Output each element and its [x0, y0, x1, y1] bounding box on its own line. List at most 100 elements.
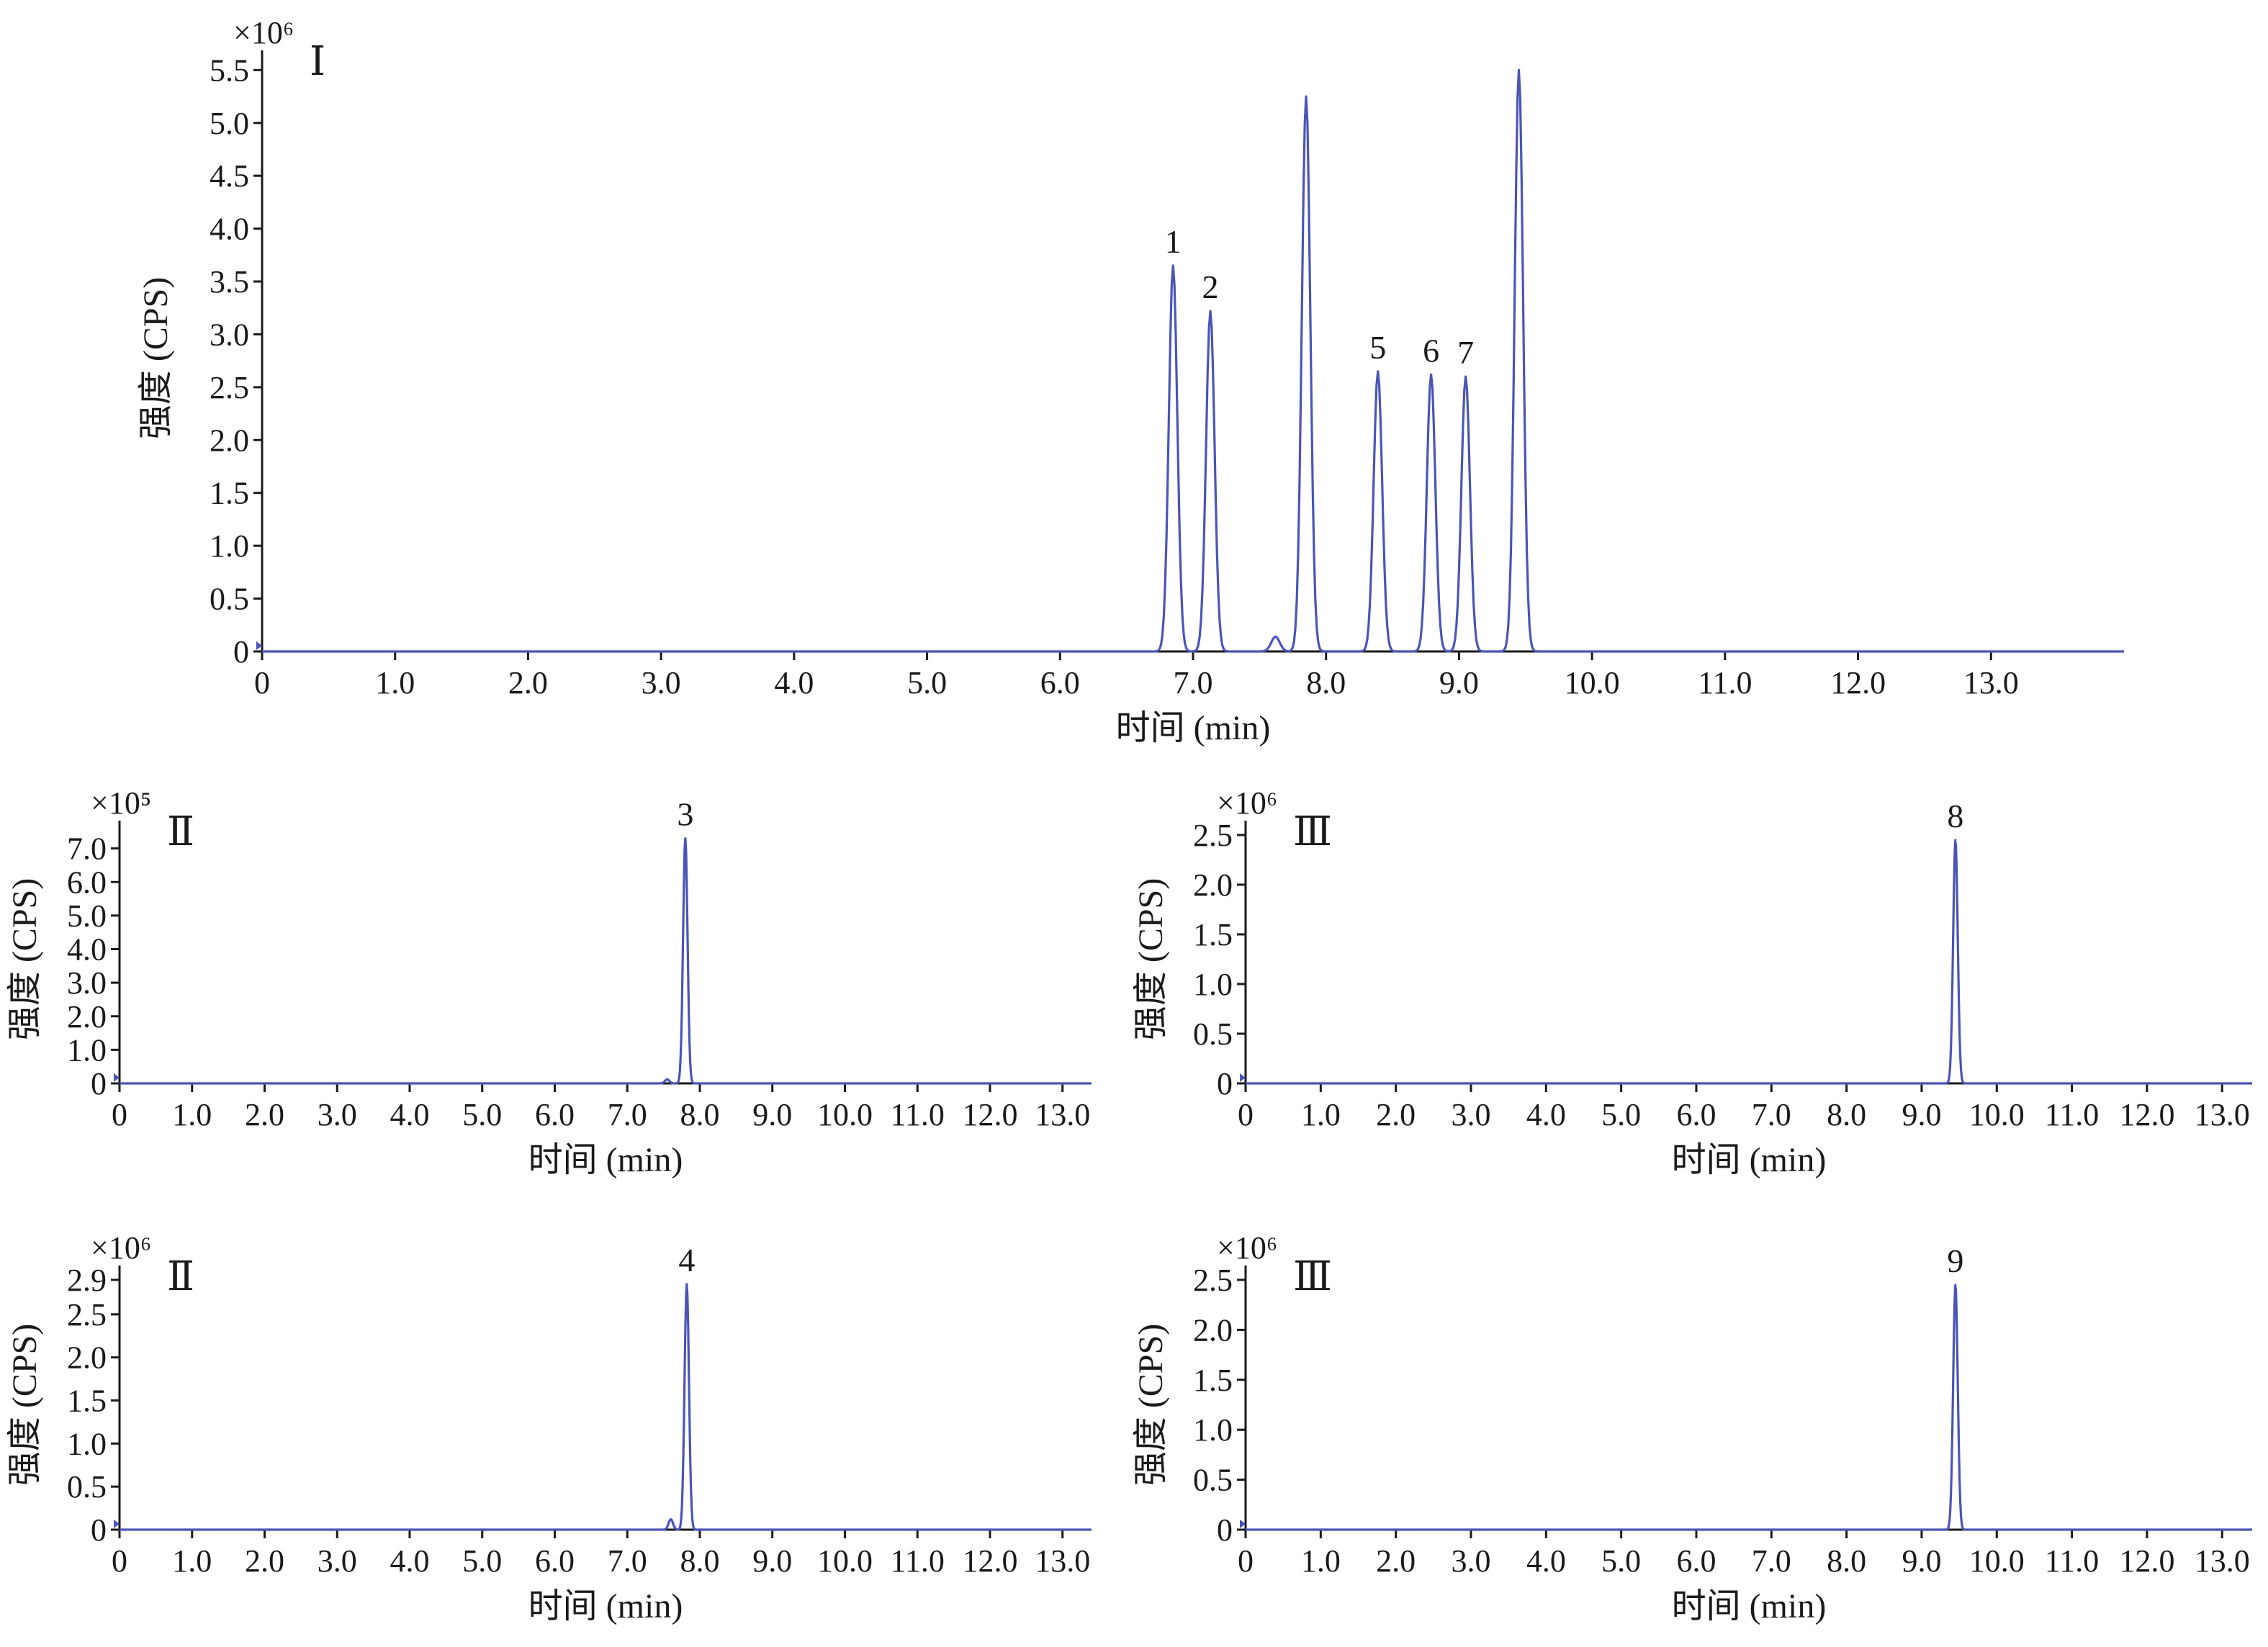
peak-label: 1	[1165, 223, 1182, 260]
x-tick-label: 5.0	[462, 1097, 502, 1132]
y-tick-label: 2.5	[210, 370, 249, 405]
x-tick-label: 2.0	[508, 665, 548, 700]
x-tick-label: 10.0	[817, 1097, 873, 1132]
y-multiplier: ×10⁶	[1217, 1230, 1277, 1265]
x-tick-label: 9.0	[1902, 1543, 1941, 1579]
x-tick-label: 8.0	[1827, 1097, 1866, 1132]
panel-label: Ⅱ	[167, 1255, 194, 1299]
x-tick-label: 6.0	[1676, 1543, 1716, 1579]
y-tick-label: 1.5	[67, 1384, 107, 1419]
x-tick-label: 7.0	[608, 1543, 647, 1579]
x-tick-label: 2.0	[1376, 1097, 1416, 1132]
panel-label: Ⅲ	[1293, 810, 1332, 854]
x-tick-label: 6.0	[1040, 665, 1080, 700]
x-tick-label: 5.0	[1601, 1543, 1641, 1579]
panel-label: Ⅱ	[167, 810, 194, 854]
x-tick-label: 4.0	[390, 1543, 429, 1579]
y-tick-label: 2.5	[67, 1297, 107, 1332]
peak-point	[670, 1518, 672, 1521]
peak-point	[1954, 839, 1957, 841]
x-tick-label: 0	[112, 1097, 127, 1132]
y-tick-label: 0	[233, 634, 249, 669]
y-axis-title: 强度 (CPS)	[1132, 1324, 1170, 1486]
chromatogram-trace	[262, 68, 2124, 653]
y-tick-label: 2.0	[67, 999, 107, 1034]
x-tick-label: 3.0	[1451, 1097, 1490, 1132]
x-tick-label: 10.0	[1969, 1097, 2025, 1132]
y-tick-label: 0.5	[1193, 1016, 1233, 1052]
chart-panel-3: 0 0.5 1.0 1.5 2.0 2.5 0 1.0 2.0 3.0 4.0 5.0 6.0 7.0 8.…	[1132, 785, 2253, 1179]
y-tick-label: 1.0	[1193, 1412, 1233, 1448]
peak-label: 8	[1947, 798, 1963, 834]
y-tick-label: 4.0	[210, 212, 249, 247]
y-tick-label: 0.5	[210, 582, 249, 617]
y-multiplier: ×10⁶	[91, 1230, 151, 1265]
x-tick-label: 1.0	[172, 1543, 212, 1579]
y-tick-label: 5.0	[67, 898, 107, 934]
y-tick-label: 1.0	[67, 1032, 107, 1068]
x-tick-label: 10.0	[1565, 665, 1620, 700]
x-tick-label: 2.0	[245, 1097, 284, 1132]
chart-panel-5: 0 0.5 1.0 1.5 2.0 2.5 0 1.0 2.0 3.0 4.0 5.0 6.0 7.0 8.…	[1132, 1230, 2253, 1625]
y-tick-label: 2.5	[1193, 818, 1233, 853]
y-tick-label: 0	[91, 1066, 107, 1101]
y-tick-label: 2.0	[210, 423, 249, 458]
x-tick-label: 4.0	[1526, 1097, 1566, 1132]
x-tick-label: 12.0	[2119, 1097, 2174, 1132]
y-tick-label: 3.0	[67, 965, 107, 1001]
peak-label: 9	[1947, 1242, 1963, 1279]
x-tick-label: 6.0	[535, 1097, 575, 1132]
x-axis-title: 时间 (min)	[1672, 1587, 1827, 1625]
origin-marker	[1240, 1073, 1246, 1082]
x-tick-label: 5.0	[1601, 1097, 1641, 1132]
x-tick-label: 12.0	[962, 1543, 1017, 1579]
y-tick-label: 2.5	[1193, 1263, 1233, 1298]
origin-marker	[256, 641, 262, 650]
x-tick-label: 10.0	[817, 1543, 873, 1579]
x-tick-label: 6.0	[535, 1543, 575, 1579]
peak-point	[684, 837, 687, 840]
x-tick-label: 13.0	[2195, 1097, 2250, 1132]
x-tick-label: 11.0	[891, 1543, 945, 1579]
x-tick-label: 0	[112, 1543, 127, 1579]
chromatogram-trace	[1245, 1285, 2253, 1531]
x-tick-label: 3.0	[1451, 1543, 1490, 1579]
x-tick-label: 0	[1238, 1097, 1254, 1132]
x-tick-label: 1.0	[375, 665, 415, 700]
x-tick-label: 8.0	[680, 1097, 719, 1132]
x-tick-label: 0	[1238, 1543, 1254, 1579]
panel-label: Ⅲ	[1293, 1255, 1332, 1299]
y-tick-label: 0.5	[1193, 1463, 1233, 1498]
x-tick-label: 9.0	[1902, 1097, 1941, 1132]
y-tick-label: 2.9	[67, 1263, 107, 1298]
x-tick-label: 13.0	[1035, 1543, 1090, 1579]
peak-label: 3	[677, 796, 693, 833]
x-tick-label: 1.0	[172, 1097, 212, 1132]
origin-marker	[1240, 1520, 1246, 1528]
y-tick-label: 1.0	[210, 528, 249, 564]
peak-point	[685, 1283, 688, 1286]
y-axis-title: 强度 (CPS)	[137, 277, 175, 439]
peak-point	[666, 1078, 669, 1080]
x-tick-label: 9.0	[1439, 665, 1479, 700]
y-tick-label: 0	[91, 1512, 107, 1548]
peak-point	[1518, 68, 1521, 71]
x-tick-label: 8.0	[1827, 1543, 1866, 1579]
x-axis-title: 时间 (min)	[528, 1587, 683, 1625]
x-tick-label: 4.0	[774, 665, 814, 700]
peak-point	[1464, 375, 1467, 378]
x-tick-label: 2.0	[1376, 1543, 1416, 1579]
x-tick-label: 12.0	[962, 1097, 1017, 1132]
chromatogram-trace	[119, 1283, 1092, 1531]
x-tick-label: 3.0	[318, 1543, 357, 1579]
x-tick-label: 5.0	[462, 1543, 502, 1579]
y-tick-label: 5.0	[210, 106, 249, 141]
chromatogram-trace	[119, 837, 1092, 1085]
x-tick-label: 4.0	[390, 1097, 429, 1132]
peak-point	[1954, 1283, 1957, 1286]
y-tick-label: 2.0	[1193, 867, 1233, 903]
chart-panel-2: 01.02.03.04.05.06.07.00 1.0 2.0 3.0 4.0 5.0 6.…	[6, 785, 1092, 1179]
y-multiplier: ×10⁵	[91, 785, 151, 821]
x-tick-label: 1.0	[1301, 1543, 1341, 1579]
x-tick-label: 8.0	[680, 1543, 719, 1579]
